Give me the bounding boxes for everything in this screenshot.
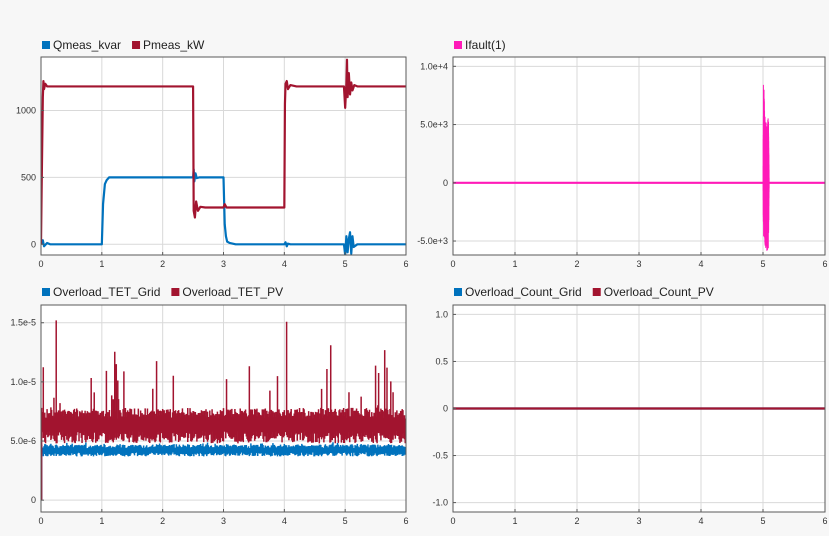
legend-swatch-qmeas-kvar[interactable]: [42, 41, 50, 49]
y-tick-label: 1.0e-5: [10, 377, 36, 387]
chart-svg-overload-count: Overload_Count_Grid Overload_Count_PV 0 1 2 3…: [432, 285, 827, 526]
x-tick-label: 5: [760, 516, 765, 526]
y-tick-label: 1.5e-5: [10, 318, 36, 328]
x-tick-label: 6: [403, 259, 408, 269]
x-tick-label: 3: [221, 516, 226, 526]
x-tick-label: 5: [343, 516, 348, 526]
chart-panel-overload-tet: Overload_TET_Grid Overload_TET_PV 0 1 2 3 4 5 6 0…: [0, 283, 414, 531]
y-tick-label: 0: [443, 404, 448, 414]
y-tick-label: 0: [31, 239, 36, 249]
y-tick-label: 0.5: [435, 356, 448, 366]
data-layer: [453, 84, 825, 251]
x-tick-label: 2: [160, 516, 165, 526]
legend-entry[interactable]: Overload_Count_Grid: [465, 285, 582, 299]
x-tick-label: 2: [574, 259, 579, 269]
chart-panel-overload-count: Overload_Count_Grid Overload_Count_PV 0 1 2 3…: [414, 283, 829, 531]
x-tick-label: 5: [760, 259, 765, 269]
y-tick-label: -1.0: [432, 498, 448, 508]
y-tick-label: 0: [31, 495, 36, 505]
x-tick-label: 3: [221, 259, 226, 269]
legend-swatch-overload-tet-grid[interactable]: [42, 288, 50, 296]
x-tick-label: 4: [282, 259, 287, 269]
series-ifault-1--oscillation: [762, 84, 770, 251]
y-tick-label: 1000: [16, 106, 36, 116]
data-layer: [41, 320, 406, 501]
x-tick-label: 6: [822, 259, 827, 269]
legend-entry[interactable]: Overload_Count_PV: [604, 285, 714, 299]
y-tick-label: 0: [443, 178, 448, 188]
data-layer: [41, 58, 406, 255]
y-tick-label: -5.0e+3: [417, 236, 448, 246]
x-tick-label: 0: [38, 516, 43, 526]
x-tick-label: 3: [636, 516, 641, 526]
y-tick-label: 500: [21, 172, 36, 182]
legend-swatch-overload-count-grid[interactable]: [454, 288, 462, 296]
x-tick-label: 4: [698, 516, 703, 526]
x-tick-label: 0: [450, 516, 455, 526]
x-tick-label: 1: [99, 516, 104, 526]
series-pmeas-kw: [41, 58, 406, 245]
legend-entry[interactable]: Pmeas_kW: [143, 38, 205, 52]
y-tick-label: 1.0e+4: [420, 61, 448, 71]
series-qmeas-kvar: [41, 168, 406, 255]
series-overload-tet-grid: [41, 442, 406, 501]
legend-entry[interactable]: Overload_TET_Grid: [53, 285, 160, 299]
chart-svg-overload-tet: Overload_TET_Grid Overload_TET_PV 0 1 2 3 4 5 6 0…: [10, 285, 408, 526]
x-tick-label: 1: [99, 259, 104, 269]
legend-swatch-pmeas-kw[interactable]: [132, 41, 141, 49]
x-tick-label: 2: [160, 259, 165, 269]
x-tick-label: 6: [403, 516, 408, 526]
legend-swatch-overload-count-pv[interactable]: [592, 288, 601, 296]
y-tick-label: 1.0: [435, 309, 448, 319]
legend-entry[interactable]: Ifault(1): [465, 38, 506, 52]
x-tick-label: 4: [698, 259, 703, 269]
legend-entry[interactable]: Qmeas_kvar: [53, 38, 121, 52]
x-tick-label: 5: [343, 259, 348, 269]
series-overload-tet-pv: [41, 320, 406, 501]
y-tick-label: -0.5: [432, 451, 448, 461]
y-tick-label: 5.0e-6: [10, 436, 36, 446]
x-tick-label: 6: [822, 516, 827, 526]
chart-panel-fault-current: Ifault(1) 0 1 2 3 4 5 6 -5.0e+3 0 5.0e+3 1.0e+4: [414, 36, 829, 274]
legend-swatch-ifault-1-[interactable]: [454, 41, 462, 49]
y-tick-label: 5.0e+3: [420, 120, 448, 130]
x-tick-label: 1: [512, 516, 517, 526]
chart-svg-fault-current: Ifault(1) 0 1 2 3 4 5 6 -5.0e+3 0 5.0e+3 1.0e+4: [417, 38, 827, 269]
legend-entry[interactable]: Overload_TET_PV: [182, 285, 283, 299]
x-tick-label: 0: [38, 259, 43, 269]
legend-swatch-overload-tet-pv[interactable]: [171, 288, 180, 296]
x-tick-label: 1: [512, 259, 517, 269]
x-tick-label: 3: [636, 259, 641, 269]
x-tick-label: 0: [450, 259, 455, 269]
x-tick-label: 4: [282, 516, 287, 526]
x-tick-label: 2: [574, 516, 579, 526]
chart-svg-power: Qmeas_kvar Pmeas_kW 0 1 2 3 4 5 6 0 500 1000: [16, 38, 409, 269]
chart-panel-power: Qmeas_kvar Pmeas_kW 0 1 2 3 4 5 6 0 500 1000: [0, 36, 414, 274]
